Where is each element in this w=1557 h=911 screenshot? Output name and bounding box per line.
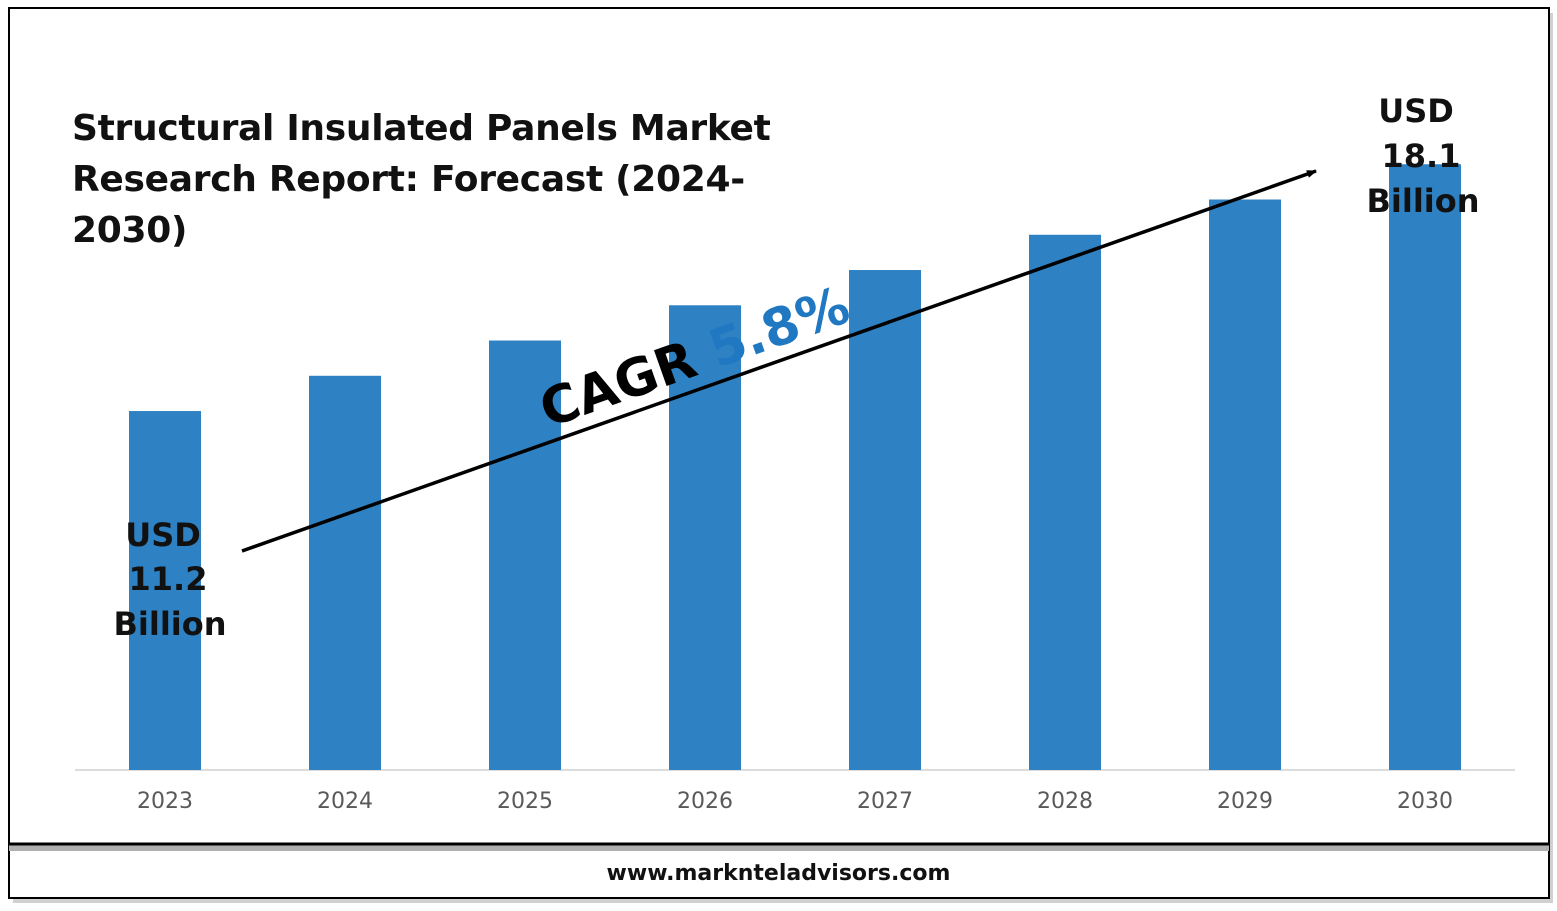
chart-title: Structural Insulated Panels Market Resea… <box>72 103 772 256</box>
bar-2027 <box>849 270 921 770</box>
footer-divider-shadow <box>9 845 1549 851</box>
end-value-label: USD 18.1 Billion <box>1366 92 1479 220</box>
start-label-line-3: Billion <box>113 605 226 643</box>
x-tick-labels: 2023 2024 2025 2026 2027 2028 2029 2030 <box>137 789 1453 814</box>
start-label-line-1: USD <box>125 516 201 554</box>
end-label-line-3: Billion <box>1366 182 1479 220</box>
x-tick-2027: 2027 <box>857 789 913 814</box>
title-line-2: Research Report: Forecast (2024- <box>72 159 745 200</box>
x-tick-2026: 2026 <box>677 789 733 814</box>
x-tick-2030: 2030 <box>1397 789 1453 814</box>
start-value-label: USD 11.2 Billion <box>113 516 226 643</box>
bar-2030 <box>1389 164 1461 770</box>
trend-arrow <box>241 169 1317 553</box>
bar-2024 <box>309 375 381 770</box>
source-url[interactable]: www.marknteladvisors.com <box>606 861 951 886</box>
bars-group <box>129 164 1461 770</box>
bar-2026 <box>669 305 741 770</box>
x-tick-2023: 2023 <box>137 789 193 814</box>
end-label-line-2: 18.1 <box>1382 137 1461 175</box>
x-tick-2028: 2028 <box>1037 789 1093 814</box>
x-tick-2029: 2029 <box>1217 789 1273 814</box>
title-line-1: Structural Insulated Panels Market <box>72 108 771 149</box>
end-label-line-1: USD <box>1378 92 1454 130</box>
title-line-3: 2030) <box>72 210 188 251</box>
frame-border <box>8 7 1550 899</box>
x-tick-2025: 2025 <box>497 789 553 814</box>
bar-2025 <box>489 340 561 770</box>
bar-2029 <box>1209 199 1281 770</box>
x-tick-2024: 2024 <box>317 789 373 814</box>
bar-2023 <box>129 411 201 770</box>
start-label-line-2: 11.2 <box>129 560 208 598</box>
bar-2028 <box>1029 234 1101 770</box>
